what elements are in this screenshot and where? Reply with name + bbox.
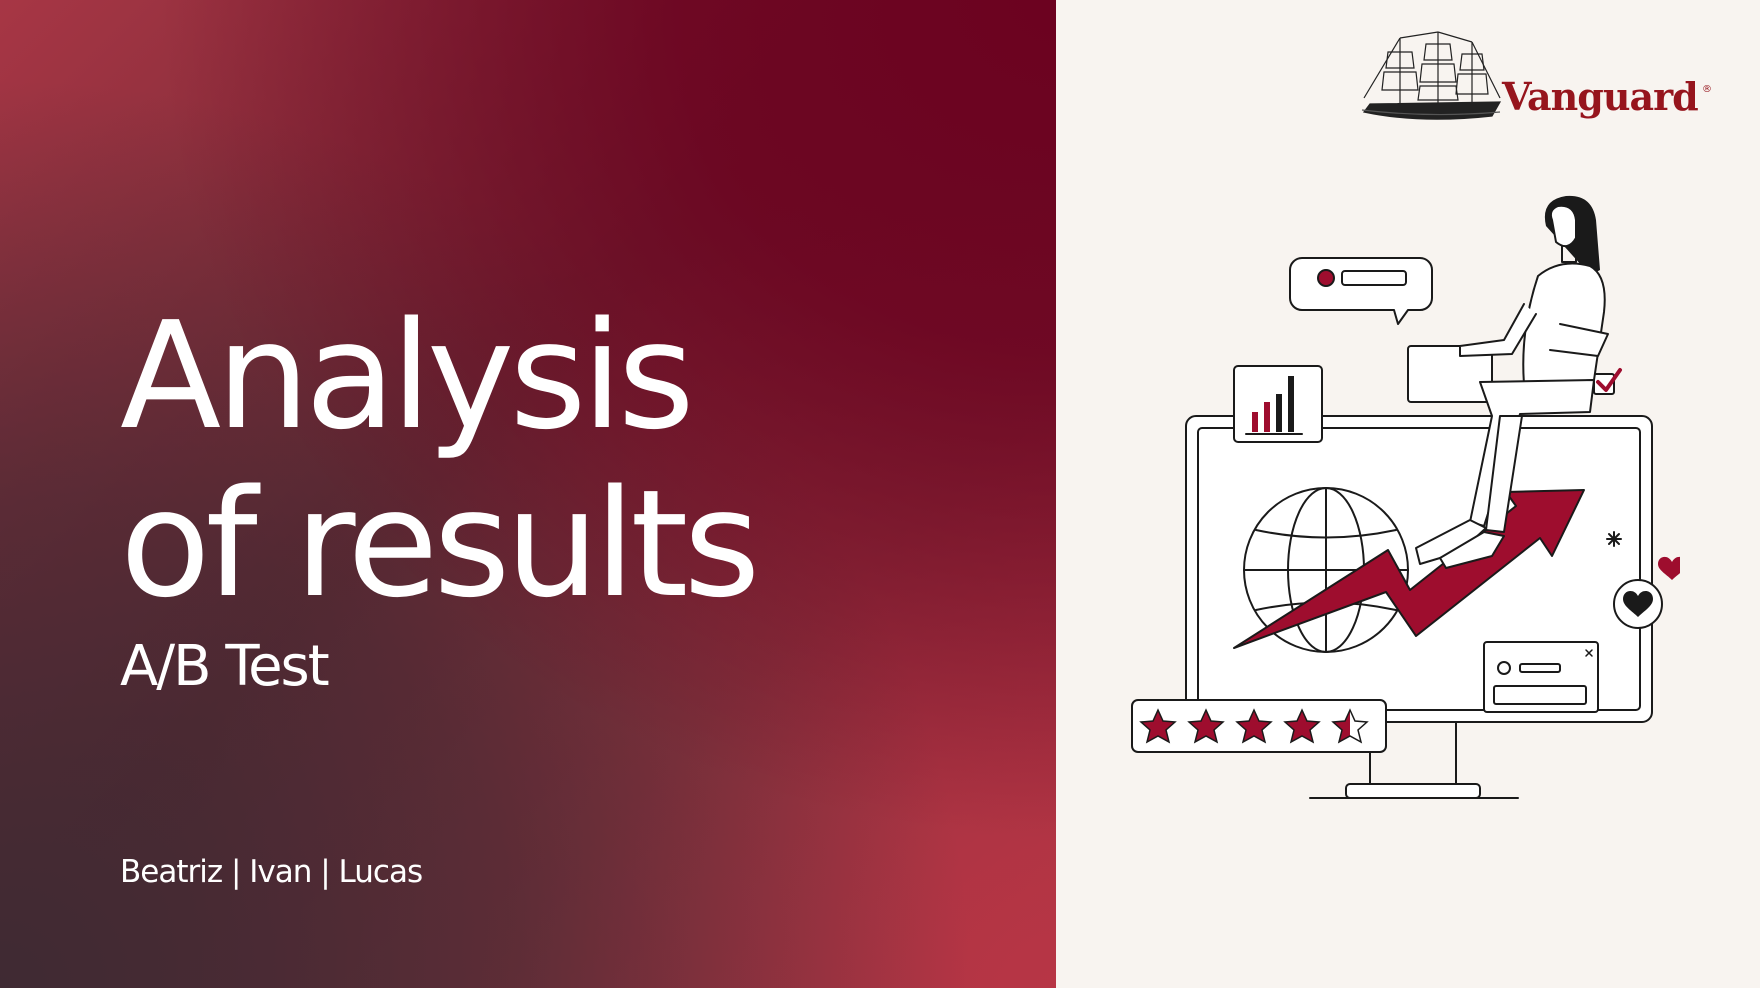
sparkle-icon (1606, 531, 1622, 547)
title-panel: Analysis of results A/B Test Beatriz | I… (0, 0, 1056, 988)
star-3-icon (1235, 708, 1273, 744)
monitor-screen (1197, 427, 1641, 711)
vanguard-wordmark: Vanguard (1502, 74, 1699, 119)
speech-bubble-icon (1289, 257, 1433, 325)
checkbox-checked-icon (1593, 368, 1622, 395)
authors-line: Beatriz | Ivan | Lucas (120, 854, 423, 890)
title-line-1: Analysis (120, 290, 695, 462)
message-card-icon (1483, 641, 1599, 713)
small-heart-icon (1658, 557, 1680, 580)
registered-mark: ® (1702, 84, 1712, 95)
rating-stars (1139, 708, 1369, 744)
growth-analytics-illustration (1131, 195, 1680, 799)
monitor-base (1345, 783, 1481, 799)
slide-title: Analysis of results (120, 290, 761, 630)
star-5-half-icon (1331, 708, 1369, 744)
vanguard-ship-logo-icon (1361, 31, 1502, 120)
heart-badge-icon (1613, 579, 1663, 629)
star-2-icon (1187, 708, 1225, 744)
person-sitting-icon (1407, 195, 1609, 569)
bar-chart-card-icon (1233, 365, 1323, 443)
slide-subtitle: A/B Test (120, 634, 330, 699)
title-line-2: of results (120, 458, 761, 630)
star-1-icon (1139, 708, 1177, 744)
star-4-icon (1283, 708, 1321, 744)
